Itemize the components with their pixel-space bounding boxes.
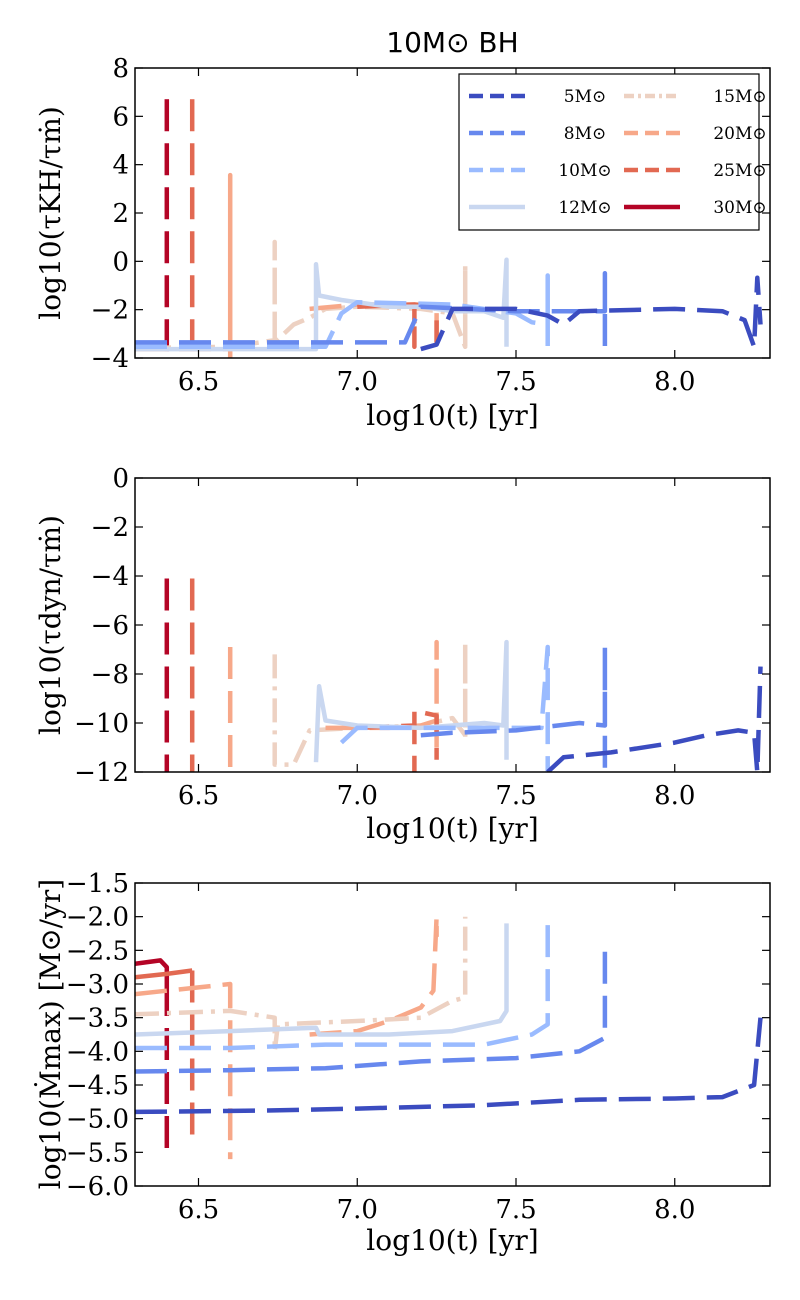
y-tick-label: 0 <box>112 247 129 277</box>
legend-label: 5M⊙ <box>564 87 606 107</box>
x-tick-label: 7.0 <box>337 781 378 811</box>
y-tick-label: −5.0 <box>66 1105 129 1135</box>
y-tick-label: −2.0 <box>66 903 129 933</box>
series-12m- <box>135 923 509 1037</box>
y-tick-label: −10 <box>74 709 129 739</box>
y-tick-label: −2 <box>91 296 129 326</box>
series-15m- <box>135 916 468 1054</box>
series-5m- <box>546 666 763 772</box>
panel-2: 6.5 7.0 7.5 8.0 0 −2 −4 −6 −8 −10 −12 log10(t) [yr]… <box>34 464 771 845</box>
series-10m- <box>135 273 550 358</box>
x-tick-label: 6.5 <box>178 1195 219 1225</box>
series-12m- <box>313 639 509 763</box>
x-axis-label: log10(t) [yr] <box>366 1224 538 1257</box>
x-tick-label: 7.0 <box>337 367 378 397</box>
legend-box <box>458 73 760 231</box>
legend: 5M⊙ 8M⊙ 10M⊙ 12M⊙ 15M⊙ 20M⊙ 25M⊙ 30M⊙ <box>458 73 767 231</box>
y-tick-label: −8 <box>91 660 129 690</box>
x-tick-label: 7.0 <box>337 1195 378 1225</box>
y-tick-label: −6.0 <box>66 1172 129 1202</box>
series-8m- <box>420 644 608 772</box>
series-5m- <box>420 275 763 352</box>
series-20m- <box>135 172 233 358</box>
y-tick-label: −4.0 <box>66 1037 129 1067</box>
x-tick-label: 8.0 <box>654 367 695 397</box>
y-tick-label: −4 <box>91 344 129 374</box>
x-tick-label: 8.0 <box>654 1195 695 1225</box>
panel-3: 6.5 7.0 7.5 8.0 −1.5 −2.0−2.5 −3.0 −3.5−4.0 −4.5… <box>34 869 771 1257</box>
axes-frame <box>134 882 771 1187</box>
y-tick-label: −2.5 <box>66 936 129 966</box>
y-tick-label: −6 <box>91 611 129 641</box>
x-axis-label: log10(t) [yr] <box>366 812 538 845</box>
x-tick-label: 8.0 <box>654 781 695 811</box>
y-tick-label: −5.5 <box>66 1138 129 1168</box>
series-20m- <box>135 981 233 1160</box>
series-group <box>135 914 763 1160</box>
panel-1: 6.5 7.0 7.5 8.0 8 6 4 2 0 −2 −4 log10(t) [yr] log10(… <box>34 26 771 432</box>
y-tick-label: 4 <box>112 151 129 181</box>
y-axis-label: log10(τKH/τṁ) <box>34 106 67 320</box>
y-tick-label: 8 <box>112 54 129 84</box>
series-group <box>164 578 763 772</box>
legend-label: 10M⊙ <box>558 161 611 181</box>
series-15m- <box>135 239 468 351</box>
series-10m- <box>339 644 550 772</box>
series-8m- <box>135 943 608 1074</box>
series-group <box>135 99 763 358</box>
y-tick-label: 6 <box>112 102 129 132</box>
x-tick-label: 7.5 <box>495 367 536 397</box>
legend-label: 25M⊙ <box>713 161 766 181</box>
y-tick-label: −1.5 <box>66 869 129 899</box>
y-tick-label: −12 <box>74 758 129 788</box>
series-20m-late <box>325 639 439 748</box>
y-tick-label: −4.5 <box>66 1071 129 1101</box>
x-tick-label: 6.5 <box>178 367 219 397</box>
y-tick-label: −3.5 <box>66 1004 129 1034</box>
legend-label: 8M⊙ <box>564 124 606 144</box>
y-tick-label: −2 <box>91 513 129 543</box>
y-tick-label: 0 <box>112 464 129 494</box>
y-axis-label: log10(τdyn/τṁ) <box>34 515 67 735</box>
series-10m- <box>135 923 550 1051</box>
series-25m-late <box>357 708 439 772</box>
legend-label: 12M⊙ <box>558 198 611 218</box>
y-axis-label: log10(Ṁmax) [M⊙/yr] <box>34 879 67 1189</box>
legend-label: 15M⊙ <box>713 87 766 107</box>
series-5m- <box>135 1017 763 1115</box>
series-20m-late <box>309 914 439 1037</box>
y-tick-label: −3.0 <box>66 970 129 1000</box>
x-tick-label: 6.5 <box>178 781 219 811</box>
legend-label: 20M⊙ <box>713 124 766 144</box>
series-25m- <box>135 968 193 980</box>
y-tick-label: 2 <box>112 199 129 229</box>
x-tick-label: 7.5 <box>495 1195 536 1225</box>
y-tick-label: −4 <box>91 562 129 592</box>
x-tick-label: 7.5 <box>495 781 536 811</box>
legend-label: 30M⊙ <box>713 198 766 218</box>
chart-title: 10M⊙ BH <box>386 26 518 59</box>
x-axis-label: log10(t) [yr] <box>366 399 538 432</box>
